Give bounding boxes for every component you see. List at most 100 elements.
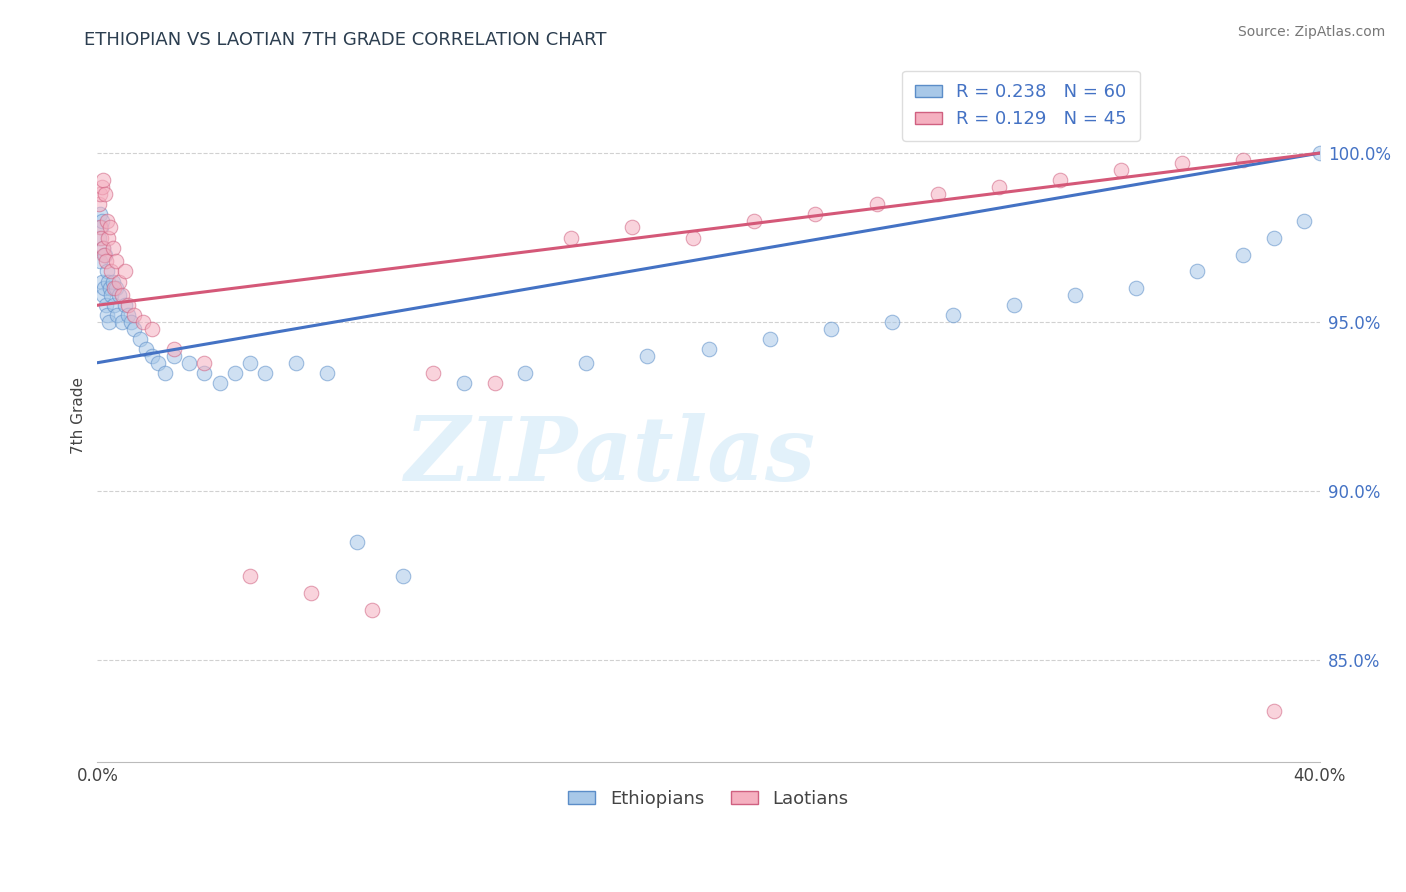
Point xyxy=(1064,288,1087,302)
Point xyxy=(93,241,115,255)
Point xyxy=(90,275,112,289)
Point xyxy=(1125,281,1147,295)
Text: ZIPatlas: ZIPatlas xyxy=(405,414,817,500)
Point xyxy=(942,309,965,323)
Point xyxy=(254,366,277,380)
Point xyxy=(865,196,887,211)
Point xyxy=(100,264,122,278)
Point xyxy=(122,322,145,336)
Point xyxy=(97,275,120,289)
Point xyxy=(90,230,112,244)
Point xyxy=(91,241,114,255)
Point xyxy=(1002,298,1025,312)
Point xyxy=(103,281,125,295)
Point xyxy=(105,309,128,323)
Point xyxy=(98,220,121,235)
Point xyxy=(89,186,111,201)
Point xyxy=(392,568,415,582)
Point xyxy=(163,342,186,356)
Point xyxy=(114,298,136,312)
Point xyxy=(744,213,766,227)
Point xyxy=(98,281,121,295)
Point xyxy=(636,349,658,363)
Point xyxy=(1109,163,1132,178)
Point xyxy=(927,186,949,201)
Point xyxy=(141,322,163,336)
Point xyxy=(96,264,118,278)
Point xyxy=(94,254,117,268)
Point xyxy=(285,356,308,370)
Point xyxy=(163,349,186,363)
Point xyxy=(224,366,246,380)
Point xyxy=(122,309,145,323)
Point xyxy=(117,309,139,323)
Point xyxy=(193,356,215,370)
Point xyxy=(177,356,200,370)
Point xyxy=(93,281,115,295)
Point xyxy=(621,220,644,235)
Point xyxy=(880,315,903,329)
Point xyxy=(1294,213,1316,227)
Point xyxy=(101,241,124,255)
Point xyxy=(575,356,598,370)
Point xyxy=(560,230,582,244)
Point xyxy=(97,315,120,329)
Point xyxy=(239,568,262,582)
Point xyxy=(104,281,127,295)
Point xyxy=(484,376,506,390)
Point xyxy=(132,315,155,329)
Point xyxy=(697,342,720,356)
Point xyxy=(758,332,780,346)
Legend: Ethiopians, Laotians: Ethiopians, Laotians xyxy=(561,782,856,815)
Point xyxy=(1263,230,1285,244)
Point xyxy=(91,288,114,302)
Point xyxy=(315,366,337,380)
Point xyxy=(422,366,444,380)
Point xyxy=(148,356,170,370)
Point xyxy=(90,180,112,194)
Point xyxy=(361,602,384,616)
Point xyxy=(153,366,176,380)
Point xyxy=(1232,153,1254,167)
Point xyxy=(93,247,115,261)
Point xyxy=(89,220,111,235)
Point xyxy=(120,315,142,329)
Point xyxy=(1232,247,1254,261)
Y-axis label: 7th Grade: 7th Grade xyxy=(72,376,86,454)
Point xyxy=(93,173,115,187)
Point xyxy=(804,207,827,221)
Point xyxy=(94,247,117,261)
Point xyxy=(111,288,134,302)
Point xyxy=(107,275,129,289)
Point xyxy=(90,220,112,235)
Point xyxy=(96,213,118,227)
Point xyxy=(346,535,368,549)
Point xyxy=(107,288,129,302)
Point xyxy=(129,332,152,346)
Point xyxy=(135,342,157,356)
Point xyxy=(987,180,1010,194)
Point xyxy=(89,207,111,221)
Point xyxy=(239,356,262,370)
Point xyxy=(820,322,842,336)
Point xyxy=(91,213,114,227)
Point xyxy=(208,376,231,390)
Point xyxy=(89,254,111,268)
Point xyxy=(101,275,124,289)
Point xyxy=(1187,264,1209,278)
Point xyxy=(111,315,134,329)
Point xyxy=(515,366,537,380)
Point xyxy=(117,298,139,312)
Point xyxy=(103,298,125,312)
Point xyxy=(682,230,704,244)
Point xyxy=(97,230,120,244)
Point xyxy=(141,349,163,363)
Point xyxy=(87,196,110,211)
Point xyxy=(1049,173,1071,187)
Point xyxy=(1294,805,1316,820)
Point xyxy=(114,264,136,278)
Point xyxy=(299,585,322,599)
Point xyxy=(96,309,118,323)
Point xyxy=(87,230,110,244)
Point xyxy=(193,366,215,380)
